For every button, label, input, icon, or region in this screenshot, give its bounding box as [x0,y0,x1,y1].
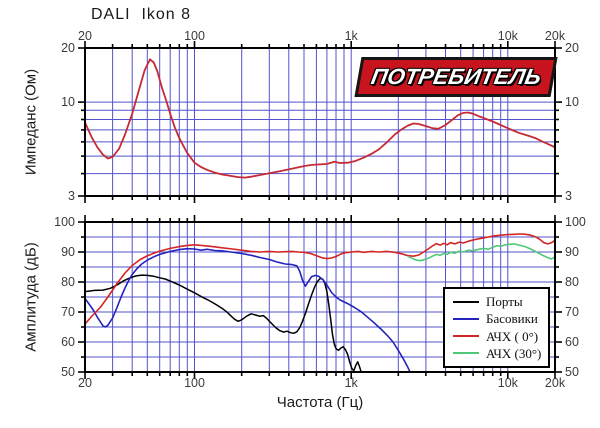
consumer-logo: ПОТРЕБИТЕЛЬ [354,57,558,97]
frequency-axis-title: Частота (Гц) [276,394,364,411]
legend-line-swatch [453,335,479,338]
legend-label: АЧХ ( 0°) [486,328,539,344]
y-tick-label-left-50: 50 [61,365,75,379]
x-tick-label-bottom-100: 100 [184,376,205,390]
legend: Порты Басовики АЧХ ( 0°) АЧХ (30°) [443,287,550,368]
y-tick-label-right-3: 3 [565,189,572,203]
legend-item: АЧХ ( 0°) [453,330,548,343]
y-tick-label-right-100: 100 [565,215,586,229]
legend-line-swatch [453,352,479,355]
y-tick-label-right-80: 80 [565,275,579,289]
legend-line-swatch [453,300,479,303]
x-tick-label-bottom-10k: 10k [497,376,518,390]
x-tick-label-top-100: 100 [184,29,205,43]
x-tick-label-bottom-1k: 1k [344,376,358,390]
legend-item: Порты [453,295,548,308]
y-tick-label-right-20: 20 [565,41,579,55]
y-tick-label-right-90: 90 [565,245,579,259]
legend-item: Басовики [453,312,548,325]
x-tick-label-top-20: 20 [78,29,92,43]
consumer-logo-text: ПОТРЕБИТЕЛЬ [369,64,544,89]
y-tick-label-left-70: 70 [61,305,75,319]
x-tick-label-top-1k: 1k [344,29,358,43]
y-tick-label-left-3: 3 [68,189,75,203]
y-tick-label-right-50: 50 [565,365,579,379]
y-tick-label-right-10: 10 [565,95,579,110]
legend-item: АЧХ (30°) [453,347,548,360]
y-tick-label-left-10: 10 [61,95,75,110]
y-tick-label-left-100: 100 [54,215,75,229]
x-tick-label-bottom-20: 20 [78,376,92,390]
legend-label: Порты [486,294,523,310]
legend-label: Басовики [486,311,538,327]
y-tick-label-left-20: 20 [61,41,75,55]
figure-title: DALI Ikon 8 [91,6,192,23]
legend-line-swatch [453,317,479,320]
x-tick-label-top-10k: 10k [497,29,518,43]
y-tick-label-left-60: 60 [61,335,75,349]
y-tick-label-left-90: 90 [61,245,75,259]
x-tick-label-bottom-20k: 20k [544,376,566,390]
x-tick-label-top-20k: 20k [544,29,566,43]
impedance-axis-title: Импеданс (Ом) [22,68,40,176]
legend-label: АЧХ (30°) [486,345,542,361]
amplitude-axis-title: Амплитуда (дБ) [22,242,40,352]
y-tick-label-left-80: 80 [61,275,75,289]
y-tick-label-right-60: 60 [565,335,579,349]
y-tick-label-right-70: 70 [565,305,579,319]
